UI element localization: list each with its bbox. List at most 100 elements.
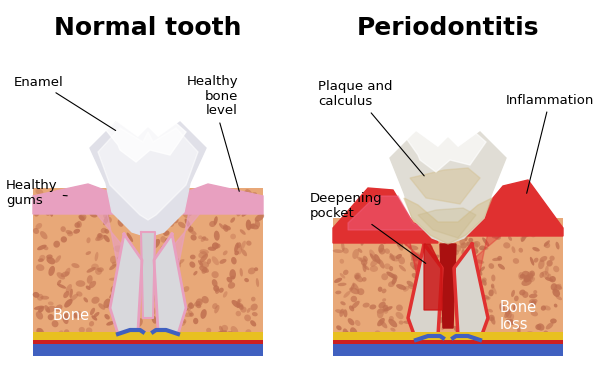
Ellipse shape [358, 224, 365, 230]
Ellipse shape [121, 208, 125, 212]
Ellipse shape [421, 238, 425, 244]
Ellipse shape [466, 264, 471, 270]
Ellipse shape [151, 191, 155, 195]
Ellipse shape [485, 297, 491, 300]
Ellipse shape [33, 292, 40, 298]
Text: Normal tooth: Normal tooth [54, 16, 242, 40]
Ellipse shape [128, 342, 131, 346]
Ellipse shape [501, 333, 506, 339]
Ellipse shape [350, 296, 357, 302]
Ellipse shape [160, 342, 166, 347]
Ellipse shape [228, 282, 235, 289]
Ellipse shape [391, 328, 395, 332]
Ellipse shape [211, 271, 219, 278]
Ellipse shape [524, 277, 529, 283]
Ellipse shape [396, 284, 406, 290]
Ellipse shape [212, 256, 219, 265]
Ellipse shape [136, 213, 145, 223]
Text: Healthy
gums: Healthy gums [6, 179, 67, 207]
Ellipse shape [442, 323, 446, 330]
Ellipse shape [341, 241, 344, 251]
Ellipse shape [172, 188, 178, 195]
Ellipse shape [181, 334, 188, 340]
Ellipse shape [419, 231, 425, 239]
Ellipse shape [212, 243, 219, 249]
Ellipse shape [370, 253, 376, 262]
Ellipse shape [239, 268, 243, 276]
Ellipse shape [553, 266, 559, 272]
Ellipse shape [421, 336, 425, 340]
Ellipse shape [510, 314, 514, 321]
Ellipse shape [438, 288, 445, 298]
Ellipse shape [373, 223, 379, 232]
Ellipse shape [56, 207, 61, 212]
Ellipse shape [410, 262, 418, 269]
Ellipse shape [161, 249, 167, 255]
Ellipse shape [202, 237, 209, 241]
Ellipse shape [488, 315, 495, 321]
Ellipse shape [457, 298, 462, 307]
Polygon shape [408, 244, 442, 340]
Ellipse shape [466, 241, 473, 249]
Ellipse shape [420, 274, 425, 281]
Polygon shape [348, 196, 428, 230]
Ellipse shape [439, 259, 443, 264]
Ellipse shape [101, 228, 107, 233]
Ellipse shape [126, 286, 131, 291]
Ellipse shape [231, 257, 236, 265]
Ellipse shape [154, 220, 157, 225]
Ellipse shape [458, 284, 463, 290]
Ellipse shape [214, 231, 220, 241]
Ellipse shape [455, 245, 461, 252]
Ellipse shape [106, 321, 115, 326]
Ellipse shape [439, 286, 447, 292]
Ellipse shape [544, 305, 551, 311]
Ellipse shape [362, 263, 367, 272]
Ellipse shape [178, 261, 181, 268]
Ellipse shape [472, 249, 478, 254]
Ellipse shape [361, 259, 367, 266]
Text: Periodontitis: Periodontitis [357, 16, 539, 40]
Text: Healthy
bone
level: Healthy bone level [187, 74, 239, 191]
Ellipse shape [64, 268, 70, 276]
Ellipse shape [476, 298, 483, 303]
Ellipse shape [513, 258, 519, 264]
Ellipse shape [86, 286, 91, 290]
Ellipse shape [36, 264, 44, 271]
Ellipse shape [170, 341, 178, 344]
Ellipse shape [397, 241, 403, 247]
Ellipse shape [403, 321, 414, 324]
Ellipse shape [464, 287, 469, 294]
Ellipse shape [158, 329, 164, 336]
Ellipse shape [173, 302, 179, 305]
Ellipse shape [394, 338, 399, 343]
Ellipse shape [127, 244, 134, 254]
Ellipse shape [345, 333, 350, 339]
Ellipse shape [190, 261, 196, 268]
Ellipse shape [172, 212, 176, 218]
Polygon shape [90, 122, 206, 237]
Ellipse shape [532, 247, 540, 251]
Ellipse shape [94, 199, 97, 204]
Ellipse shape [231, 276, 235, 279]
Ellipse shape [172, 207, 179, 214]
Ellipse shape [64, 329, 70, 335]
Ellipse shape [219, 288, 224, 293]
Ellipse shape [199, 251, 207, 258]
Text: Inflammation: Inflammation [506, 93, 594, 193]
Ellipse shape [125, 249, 130, 258]
Ellipse shape [175, 259, 184, 266]
Ellipse shape [383, 305, 388, 311]
Ellipse shape [491, 284, 494, 289]
Ellipse shape [206, 328, 211, 333]
Ellipse shape [406, 332, 410, 336]
Ellipse shape [412, 265, 419, 270]
Ellipse shape [445, 247, 452, 255]
Ellipse shape [421, 311, 425, 318]
Ellipse shape [55, 304, 62, 311]
Ellipse shape [61, 236, 67, 243]
Ellipse shape [202, 296, 209, 304]
Ellipse shape [246, 241, 251, 246]
Ellipse shape [472, 341, 481, 347]
Ellipse shape [467, 224, 470, 234]
